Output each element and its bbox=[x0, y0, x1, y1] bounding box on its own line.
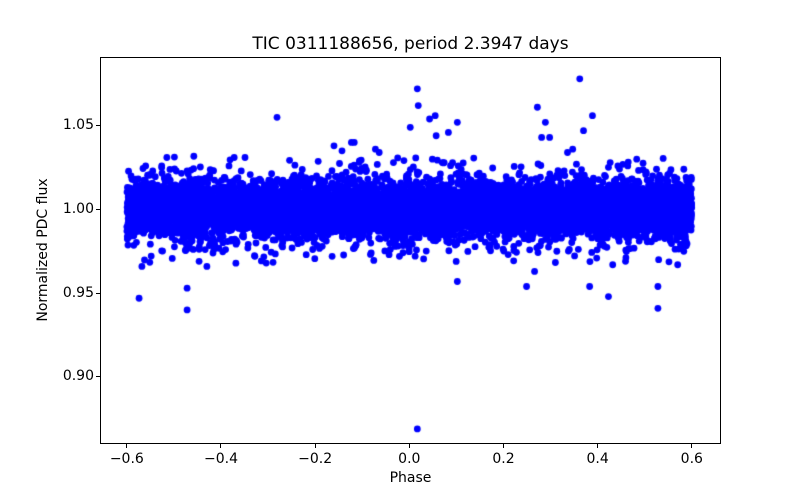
y-tick-mark bbox=[96, 376, 100, 378]
y-tick-label: 0.95 bbox=[62, 284, 94, 301]
x-tick-label: 0.4 bbox=[586, 451, 609, 467]
y-tick-label: 1.05 bbox=[62, 117, 94, 134]
y-tick-label: 1.00 bbox=[62, 200, 94, 217]
x-tick-mark bbox=[502, 444, 504, 448]
chart-title: TIC 0311188656, period 2.3947 days bbox=[252, 34, 569, 54]
x-tick-label: −0.2 bbox=[298, 451, 333, 467]
y-tick-mark bbox=[96, 208, 100, 210]
x-tick-mark bbox=[314, 444, 316, 448]
plot-frame bbox=[100, 57, 721, 444]
x-axis-label: Phase bbox=[389, 470, 432, 486]
x-tick-label: −0.4 bbox=[203, 451, 238, 467]
x-tick-label: 0.6 bbox=[680, 451, 703, 467]
x-tick-mark bbox=[220, 444, 222, 448]
x-tick-label: 0.0 bbox=[398, 451, 421, 467]
x-tick-mark bbox=[126, 444, 128, 448]
y-tick-mark bbox=[96, 125, 100, 127]
y-axis-label: Normalized PDC flux bbox=[35, 178, 51, 322]
x-tick-mark bbox=[597, 444, 599, 448]
y-tick-label: 0.90 bbox=[62, 368, 94, 385]
x-tick-mark bbox=[691, 444, 693, 448]
x-tick-label: 0.2 bbox=[492, 451, 515, 467]
y-tick-mark bbox=[96, 292, 100, 294]
x-tick-label: −0.6 bbox=[109, 451, 144, 467]
x-tick-mark bbox=[408, 444, 410, 448]
